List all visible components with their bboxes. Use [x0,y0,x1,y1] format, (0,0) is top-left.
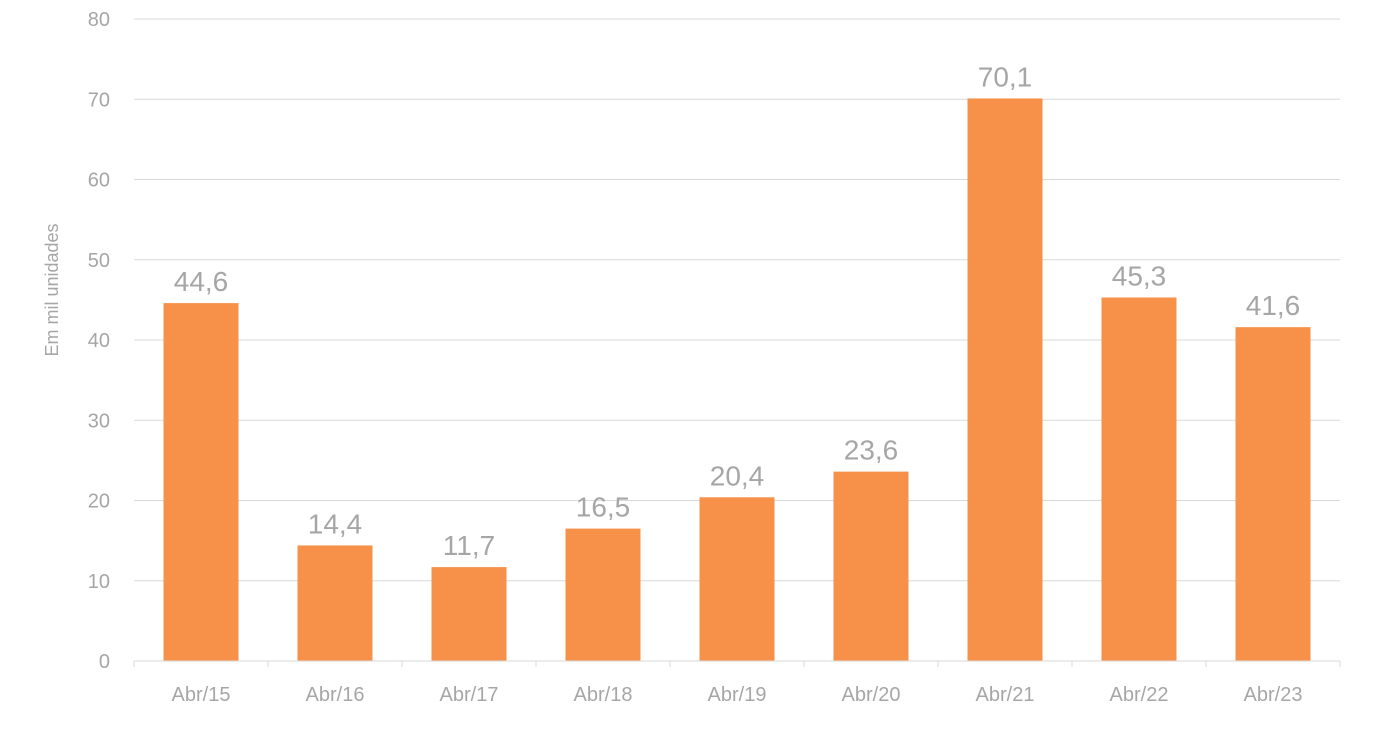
x-tick-label: Abr/23 [1244,684,1303,706]
bars-layer [163,98,1311,661]
y-tick-label: 80 [88,9,110,31]
y-tick-label: 10 [88,571,110,593]
grid-layer [134,18,1340,582]
axis-layer: 0 10 20 30 40 50 60 70 80 Abr/15 Abr/16 Abr/17 Abr/1… [88,9,1341,706]
bar [967,98,1043,661]
data-label: 23,6 [844,435,899,466]
y-tick-label: 70 [88,89,110,111]
bar [297,545,373,661]
y-tick-label: 0 [99,651,110,673]
bar [565,528,641,661]
labels-layer: 44,6 14,4 11,7 16,5 20,4 23,6 70,1 45,3 41,6 [174,61,1301,561]
bar [1235,327,1311,661]
y-tick-label: 40 [88,330,110,352]
y-tick-label: 60 [88,170,110,192]
data-label: 16,5 [576,492,631,523]
y-tick-label: 50 [88,250,110,272]
data-label: 70,1 [978,61,1033,92]
x-tick-label: Abr/16 [306,684,365,706]
x-tick-label: Abr/17 [440,684,499,706]
bar [431,567,507,661]
data-label: 11,7 [443,530,495,561]
data-label: 20,4 [710,460,765,491]
x-tick-label: Abr/20 [842,684,901,706]
y-axis-title: Em mil unidades [42,223,62,356]
bar [163,303,239,661]
data-label: 45,3 [1112,260,1167,291]
data-label: 41,6 [1246,290,1301,321]
bar [699,497,775,661]
bar [1101,297,1177,661]
x-tick-label: Abr/18 [574,684,633,706]
x-tick-label: Abr/19 [708,684,767,706]
data-label: 14,4 [308,508,363,539]
y-tick-label: 30 [88,410,110,432]
x-tick-label: Abr/22 [1110,684,1169,706]
y-tick-label: 20 [88,491,110,513]
x-tick-label: Abr/21 [976,684,1035,706]
data-label: 44,6 [174,266,229,297]
bar [833,471,909,661]
x-tick-label: Abr/15 [172,684,231,706]
